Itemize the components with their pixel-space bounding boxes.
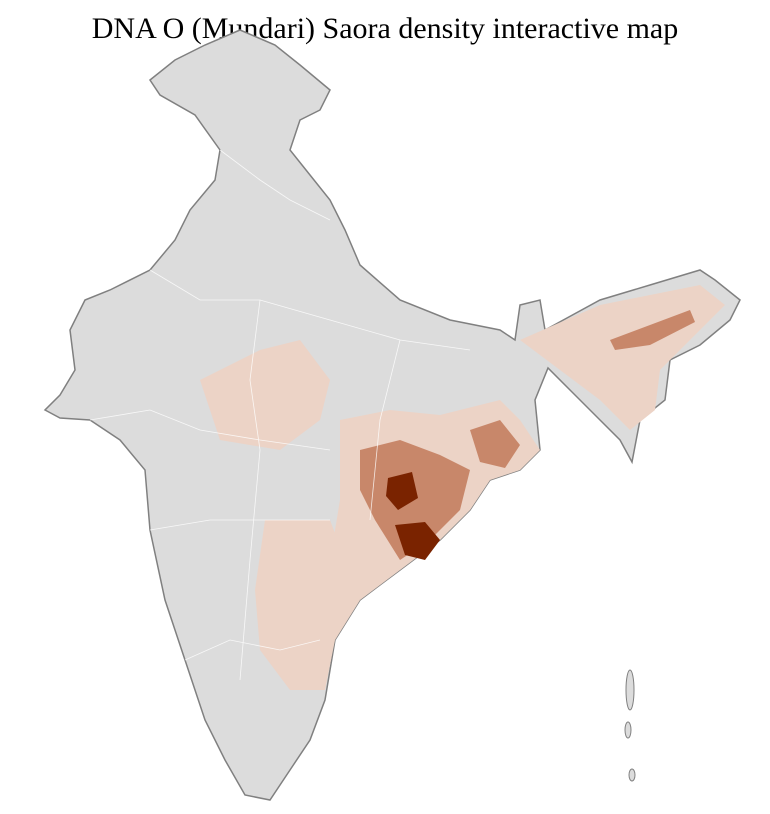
northeast-low-density	[520, 285, 725, 430]
odisha-medium-density	[360, 440, 470, 560]
density-regions	[200, 285, 725, 690]
bengal-medium-density	[470, 420, 520, 468]
map-title: DNA O (Mundari) Saora density interactiv…	[91, 12, 679, 45]
assam-medium-density	[610, 310, 695, 350]
south-odisha-highest-density	[395, 522, 440, 560]
andaman-islands	[624, 669, 636, 782]
central-low-density	[200, 340, 330, 450]
peninsular-low-density	[255, 520, 360, 690]
chhattisgarh-highest-density	[386, 472, 418, 510]
district-borders	[89, 149, 471, 681]
